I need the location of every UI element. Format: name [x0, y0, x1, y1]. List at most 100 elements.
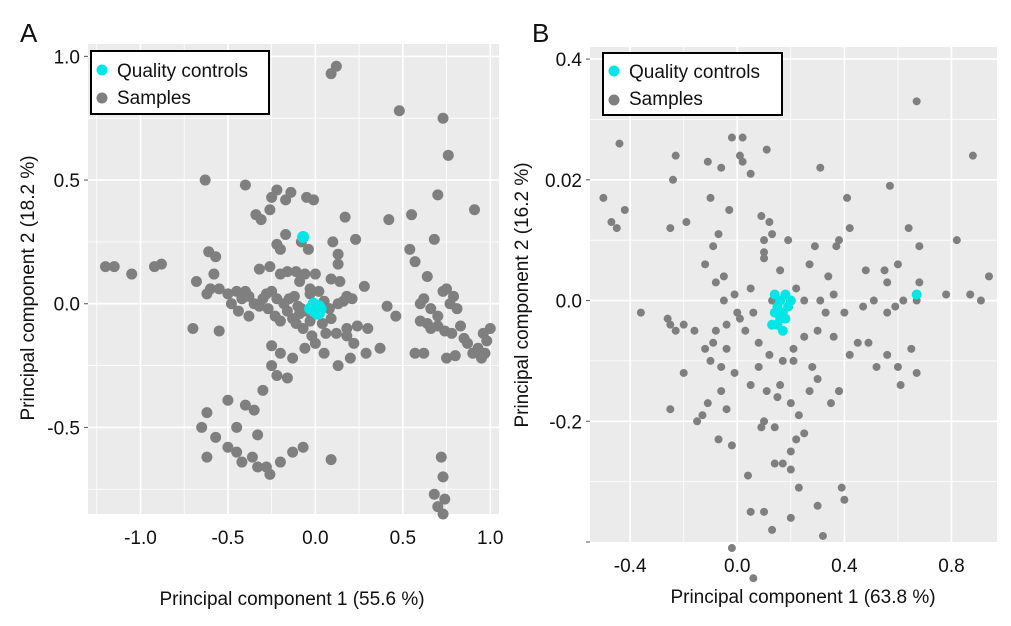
sample-point	[717, 387, 726, 396]
sample-point	[976, 296, 985, 305]
sample-point	[776, 266, 785, 275]
sample-point	[805, 260, 814, 269]
legend-marker-samples-a	[96, 92, 108, 104]
sample-point	[725, 205, 734, 214]
qc-point	[297, 230, 310, 243]
sample-point	[469, 204, 481, 216]
sample-point	[899, 296, 908, 305]
sample-point	[409, 347, 421, 359]
sample-point	[883, 350, 892, 359]
sample-point	[437, 471, 449, 483]
sample-point	[741, 326, 750, 335]
x-tick-label: 0.4	[831, 556, 858, 577]
sample-point	[351, 320, 363, 332]
sample-point	[213, 283, 225, 295]
sample-point	[735, 314, 744, 323]
sample-point	[968, 151, 977, 160]
plot-background-b	[590, 47, 997, 542]
sample-point	[281, 266, 293, 278]
y-tick-label: -0.2	[549, 412, 582, 433]
sample-point	[805, 387, 814, 396]
sample-point	[883, 308, 892, 317]
sample-point	[190, 275, 202, 287]
sample-point	[701, 344, 710, 353]
sample-point	[821, 308, 830, 317]
sample-point	[222, 441, 234, 453]
sample-point	[717, 362, 726, 371]
sample-point	[99, 261, 111, 273]
sample-point	[666, 224, 675, 233]
sample-point	[253, 263, 265, 275]
sample-point	[330, 60, 342, 72]
sample-point	[760, 254, 769, 263]
sample-point	[735, 151, 744, 160]
sample-point	[835, 236, 844, 245]
sample-point	[636, 308, 645, 317]
panel-b: B -0.4 0.0 0.4 0.8 -0.2 0.0 0.02 0.4 Principal …	[512, 18, 997, 608]
sample-point	[883, 278, 892, 287]
sample-point	[271, 369, 283, 381]
sample-point	[341, 330, 353, 342]
x-tick-label: -0.4	[614, 556, 647, 577]
sample-point	[682, 218, 691, 227]
sample-point	[789, 344, 798, 353]
sample-point	[896, 381, 905, 390]
sample-point	[274, 315, 286, 327]
sample-point	[428, 488, 440, 500]
sample-point	[800, 296, 809, 305]
sample-point	[274, 456, 286, 468]
sample-point	[374, 342, 386, 354]
sample-point	[709, 242, 718, 251]
sample-point	[784, 236, 793, 245]
sample-point	[663, 314, 672, 323]
sample-point	[829, 332, 838, 341]
x-tick-label: 0.8	[938, 556, 964, 577]
sample-point	[738, 133, 747, 142]
x-tick-label: 0.5	[390, 528, 416, 549]
sample-point	[837, 483, 846, 492]
sample-point	[187, 322, 199, 334]
sample-point	[754, 362, 763, 371]
sample-point	[409, 256, 421, 268]
sample-point	[325, 273, 337, 285]
legend-label-qc-b: Quality controls	[629, 62, 760, 83]
sample-point	[754, 338, 763, 347]
sample-point	[786, 465, 795, 474]
sample-point	[671, 151, 680, 160]
sample-point	[810, 242, 819, 251]
sample-point	[248, 404, 260, 416]
sample-point	[320, 327, 332, 339]
sample-point	[481, 335, 493, 347]
sample-point	[297, 322, 309, 334]
sample-point	[679, 368, 688, 377]
sample-point	[252, 461, 264, 473]
legend-marker-qc-a	[96, 64, 108, 76]
sample-point	[690, 326, 699, 335]
legend-box-b	[602, 52, 783, 116]
sample-point	[717, 163, 726, 172]
sample-point	[448, 290, 460, 302]
sample-point	[762, 145, 771, 154]
sample-point	[714, 230, 723, 239]
sample-point	[390, 310, 402, 322]
x-tick-label: 0.0	[724, 556, 750, 577]
sample-point	[893, 260, 902, 269]
x-tick-label: 0.0	[302, 528, 328, 549]
sample-point	[786, 447, 795, 456]
sample-point	[441, 352, 453, 364]
legend-marker-samples-b	[608, 94, 620, 106]
sample-point	[339, 211, 351, 223]
sample-point	[786, 513, 795, 522]
sample-point	[358, 280, 370, 292]
sample-point	[757, 423, 766, 432]
sample-point	[325, 313, 337, 325]
sample-point	[304, 315, 316, 327]
sample-point	[264, 204, 276, 216]
sample-point	[620, 205, 629, 214]
sample-point	[727, 133, 736, 142]
sample-point	[406, 209, 418, 221]
sample-point	[760, 417, 769, 426]
sample-point	[318, 347, 330, 359]
sample-point	[698, 411, 707, 420]
sample-point	[904, 224, 913, 233]
